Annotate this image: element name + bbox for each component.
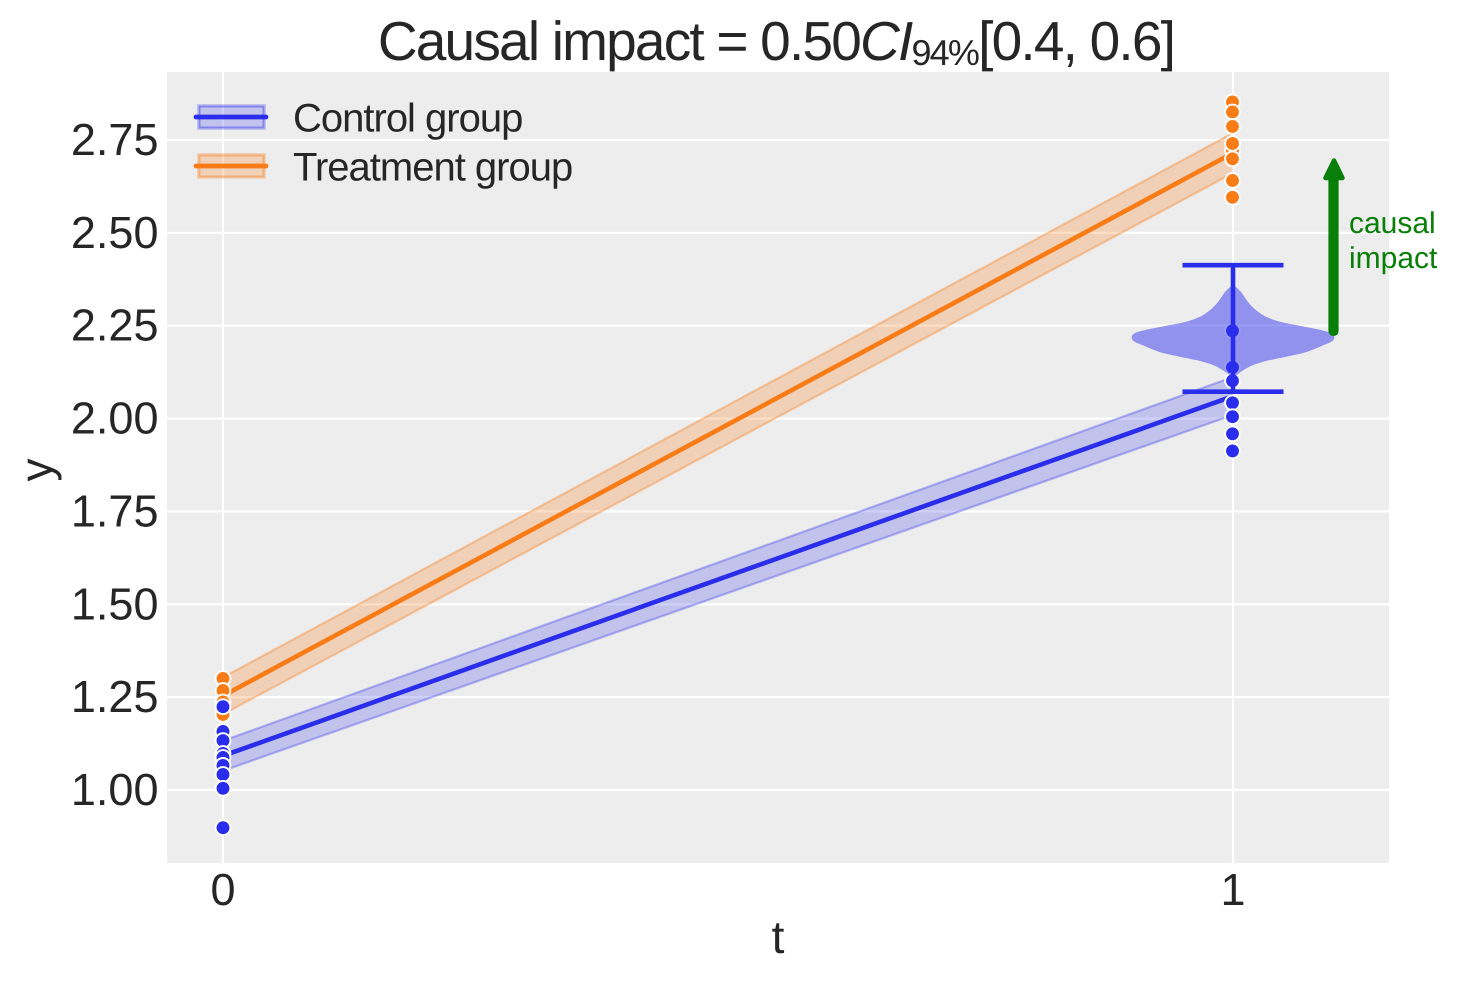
- svg-text:causal: causal: [1349, 207, 1436, 240]
- svg-text:2.25: 2.25: [71, 300, 159, 351]
- svg-text:Control group: Control group: [293, 97, 522, 141]
- svg-text:1: 1: [1220, 864, 1245, 915]
- svg-text:1.00: 1.00: [71, 764, 159, 815]
- svg-text:1.25: 1.25: [71, 671, 159, 722]
- svg-text:1.50: 1.50: [71, 578, 159, 629]
- svg-text:0: 0: [210, 864, 235, 915]
- svg-text:Causal impact = 0.50CI94%[0.4,: Causal impact = 0.50CI94%[0.4, 0.6]: [378, 10, 1174, 73]
- svg-text:y: y: [10, 459, 62, 482]
- svg-text:Treatment group: Treatment group: [293, 146, 572, 190]
- svg-text:2.75: 2.75: [71, 114, 159, 165]
- svg-text:t: t: [772, 911, 785, 963]
- svg-text:2.50: 2.50: [71, 207, 159, 258]
- svg-text:impact: impact: [1349, 242, 1438, 275]
- svg-text:1.75: 1.75: [71, 485, 159, 536]
- svg-text:2.00: 2.00: [71, 393, 159, 444]
